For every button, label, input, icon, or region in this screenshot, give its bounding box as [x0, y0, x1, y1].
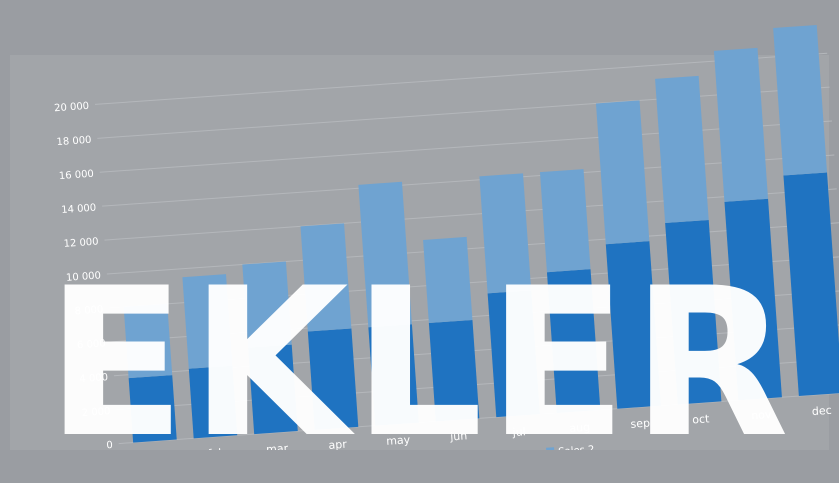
stacked-bar-chart: 0 2 000 4 000 6 000 8 000 10 000 12 000 14 000 1… [53, 24, 839, 450]
x-tick-label: may [386, 433, 411, 448]
bar-nov-sales-1 [724, 198, 782, 401]
y-tick-label: 20 000 [54, 101, 90, 114]
gridlines [94, 52, 839, 445]
gridline [99, 120, 832, 173]
gridline [106, 222, 839, 275]
y-tick-label: 0 [106, 440, 113, 450]
gridline [102, 154, 835, 207]
bar-mar-sales-2 [242, 261, 292, 348]
bar-jul-sales-2 [479, 173, 532, 294]
x-tick-label: dec [811, 404, 832, 418]
x-tick-label: jun [449, 429, 468, 443]
x-tick-label: oct [692, 412, 711, 426]
x-tick-label: feb [207, 446, 226, 450]
bar-sep-sales-1 [605, 241, 661, 409]
bar-dec-sales-2 [773, 24, 828, 176]
x-tick-label: apr [328, 438, 348, 450]
bar-apr-sales-2 [300, 223, 352, 332]
y-tick-label: 8 000 [74, 304, 103, 317]
bar-may-sales-2 [358, 181, 412, 328]
y-tick-label: 12 000 [63, 237, 99, 250]
bar-feb-sales-1 [188, 365, 238, 439]
bar-aug-sales-2 [539, 169, 591, 273]
x-tick-label: sep [630, 416, 650, 430]
plot-area: 0 2 000 4 000 6 000 8 000 10 000 12 000 14 000 1… [54, 24, 839, 450]
y-tick-label: 4 000 [79, 372, 108, 385]
gridline [97, 86, 830, 139]
bars [123, 24, 839, 443]
bar-sep-sales-2 [595, 100, 650, 245]
x-tick-label: nov [751, 408, 773, 422]
x-tick-label: aug [569, 421, 591, 435]
bar-dec-sales-1 [783, 172, 839, 397]
bar-mar-sales-1 [248, 344, 298, 435]
y-tick-label: 2 000 [81, 406, 110, 419]
gridline [118, 391, 839, 445]
bar-oct-sales-1 [665, 219, 722, 405]
y-tick-label: 6 000 [77, 338, 106, 351]
legend-label: Sales 2 [558, 444, 595, 450]
x-axis-tick-labels: janfebmaraprmayjunjulaugsepoctnovdec [207, 404, 832, 450]
bar-jan-sales-1 [128, 375, 177, 443]
bar-oct-sales-2 [655, 75, 709, 224]
y-tick-label: 10 000 [66, 270, 102, 283]
bar-jan-sales-2 [123, 303, 173, 379]
legend-swatch [546, 447, 555, 450]
bar-jun-sales-2 [423, 236, 473, 324]
y-axis-tick-labels: 0 2 000 4 000 6 000 8 000 10 000 12 000 14 000 1… [54, 101, 113, 450]
y-tick-label: 18 000 [56, 135, 92, 148]
gridline [111, 290, 839, 343]
bar-nov-sales-2 [713, 47, 769, 202]
bar-aug-sales-1 [546, 269, 601, 413]
x-tick-label: mar [266, 442, 289, 450]
stage: 0 2 000 4 000 6 000 8 000 10 000 12 000 14 000 1… [45, 24, 839, 467]
bar-jul-sales-1 [487, 290, 540, 418]
gridline [113, 324, 839, 377]
gridline [94, 52, 828, 105]
x-tick-label: jul [511, 425, 526, 439]
y-tick-label: 16 000 [59, 169, 95, 182]
bar-jun-sales-1 [428, 320, 480, 422]
bar-may-sales-1 [368, 324, 419, 426]
gridline [116, 357, 839, 411]
gridline [104, 188, 837, 241]
gridline [109, 256, 839, 309]
y-tick-label: 14 000 [61, 203, 97, 216]
bar-apr-sales-1 [307, 328, 359, 430]
bar-feb-sales-2 [182, 274, 233, 369]
overlay-title: EKLER [45, 245, 794, 483]
